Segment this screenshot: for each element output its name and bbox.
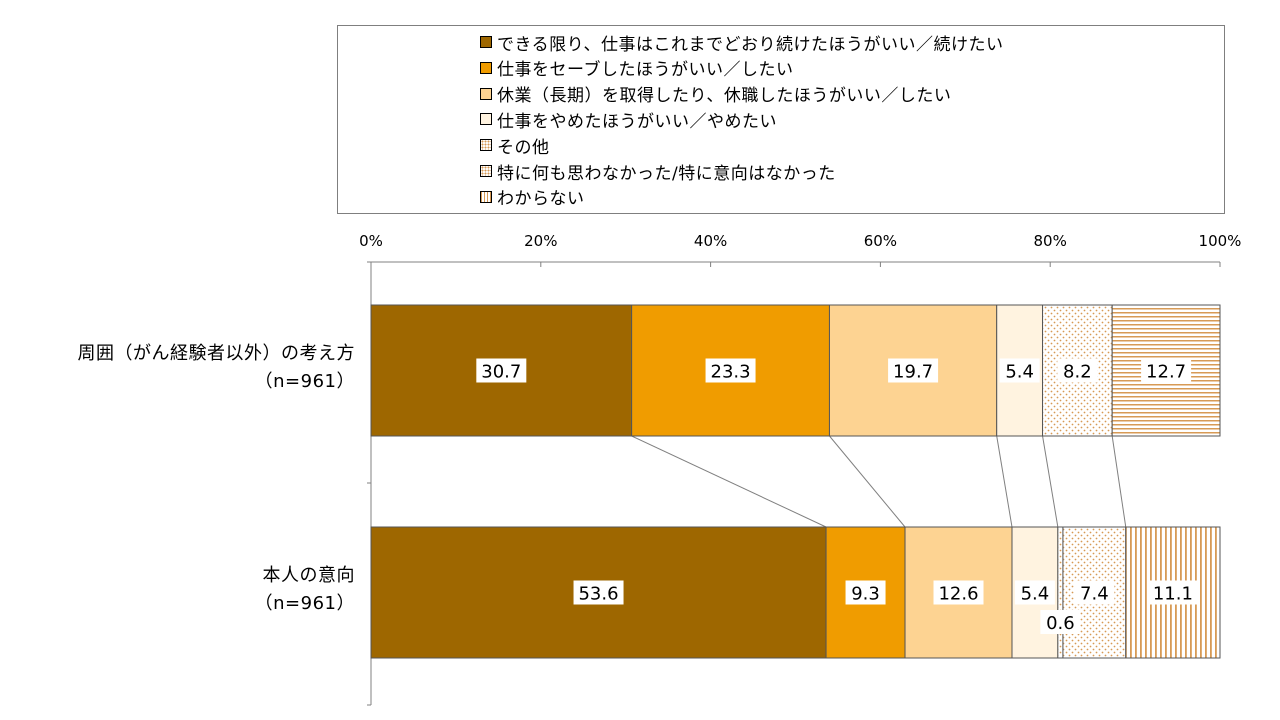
legend-swatch-0: [480, 36, 492, 48]
category-name-1: 本人の意向: [262, 565, 355, 586]
data-label-bg-3-0: [999, 358, 1040, 383]
data-label-6-1: 11.1: [1153, 584, 1193, 605]
chart-legend: できる限り、仕事はこれまでどおり続けたほうがいい／続けたい 仕事をセーブしたほうが…: [337, 25, 1225, 214]
x-tick-label-4: 80%: [1034, 232, 1067, 250]
connector-layer: [631, 435, 1127, 528]
connector-line-6: [1111, 435, 1127, 528]
legend-label-4: その他: [497, 137, 550, 158]
legend-swatch-3: [480, 113, 492, 126]
data-label-1-1: 9.3: [851, 584, 880, 605]
data-label-5-1: 7.4: [1080, 584, 1109, 605]
data-label-bg-2-0: [888, 358, 939, 383]
connector-line-1: [631, 435, 827, 528]
data-label-bg-0-0: [476, 358, 527, 383]
x-tick-label-3: 60%: [864, 232, 897, 250]
legend-label-3: 仕事をやめたほうがいい／やめたい: [497, 111, 777, 132]
legend-swatch-2: [480, 87, 492, 100]
legend-item-0: できる限り、仕事はこれまでどおり続けたほうがいい／続けたい: [480, 30, 1004, 55]
legend-swatch-1: [480, 61, 492, 74]
data-label-2-1: 12.6: [938, 584, 978, 605]
data-label-bg-0-1: [573, 580, 624, 605]
category-name-0: 周囲（がん経験者以外）の考え方: [77, 343, 355, 364]
data-label-bg-6-0: [1141, 358, 1192, 383]
legend-label-1: 仕事をセーブしたほうがいい／したい: [497, 60, 794, 81]
data-label-2-0: 19.7: [893, 362, 933, 383]
data-label-bg-3-1: [1014, 580, 1055, 605]
data-label-3-1: 5.4: [1021, 584, 1050, 605]
data-label-5-0: 8.2: [1063, 362, 1092, 383]
data-label-bg-5-1: [1074, 580, 1115, 605]
legend-item-4: その他: [480, 133, 550, 158]
category-label-1: 本人の意向 （n=961）: [15, 562, 355, 618]
legend-label-5: 特に何も思わなかった/特に意向はなかった: [497, 163, 836, 184]
legend-swatch-6: [480, 190, 492, 203]
category-label-0: 周囲（がん経験者以外）の考え方 （n=961）: [15, 340, 355, 396]
data-label-1-0: 23.3: [711, 362, 751, 383]
data-label-bg-5-0: [1057, 358, 1098, 383]
data-label-0-1: 53.6: [578, 584, 618, 605]
x-tick-label-0: 0%: [359, 232, 383, 250]
x-tick-label-2: 40%: [694, 232, 727, 250]
x-tick-label-1: 20%: [524, 232, 557, 250]
bar-segment-4-1: [1057, 526, 1064, 659]
connector-line-3: [996, 435, 1013, 528]
category-n-0: （n=961）: [254, 371, 355, 392]
category-n-1: （n=961）: [254, 593, 355, 614]
data-label-bg-2-1: [933, 580, 984, 605]
data-label-bg-1-0: [705, 358, 756, 383]
legend-item-3: 仕事をやめたほうがいい／やめたい: [480, 107, 777, 132]
legend-swatch-5: [480, 165, 492, 177]
legend-item-1: 仕事をセーブしたほうがいい／したい: [480, 56, 793, 80]
connector-line-2: [829, 435, 906, 528]
connector-line-4: [1042, 435, 1059, 528]
x-tick-label-5: 100%: [1199, 232, 1242, 250]
data-label-6-0: 12.7: [1146, 362, 1186, 383]
data-label-bg-1-1: [845, 580, 886, 605]
legend-item-6: わからない: [480, 185, 585, 209]
data-label-bg-6-1: [1147, 580, 1198, 605]
label-layer: 30.7 53.6 23.3 9.3 19.7 12.6 5.4 5.4 0.6 8.2 7.4 12…: [476, 358, 1198, 634]
data-label-3-0: 5.4: [1005, 362, 1034, 383]
legend-swatch-4: [480, 139, 492, 152]
data-label-4-1: 0.6: [1046, 613, 1075, 634]
legend-label-0: できる限り、仕事はこれまでどおり続けたほうがいい／続けたい: [497, 34, 1004, 55]
data-label-0-0: 30.7: [481, 362, 521, 383]
legend-item-2: 休業（長期）を取得したり、休職したほうがいい／したい: [480, 82, 951, 106]
legend-label-2: 休業（長期）を取得したり、休職したほうがいい／したい: [497, 86, 952, 107]
legend-item-5: 特に何も思わなかった/特に意向はなかった: [480, 159, 836, 184]
legend-label-6: わからない: [497, 189, 585, 210]
data-label-bg-4-1: [1040, 610, 1081, 634]
bar-layer: [370, 304, 1221, 659]
